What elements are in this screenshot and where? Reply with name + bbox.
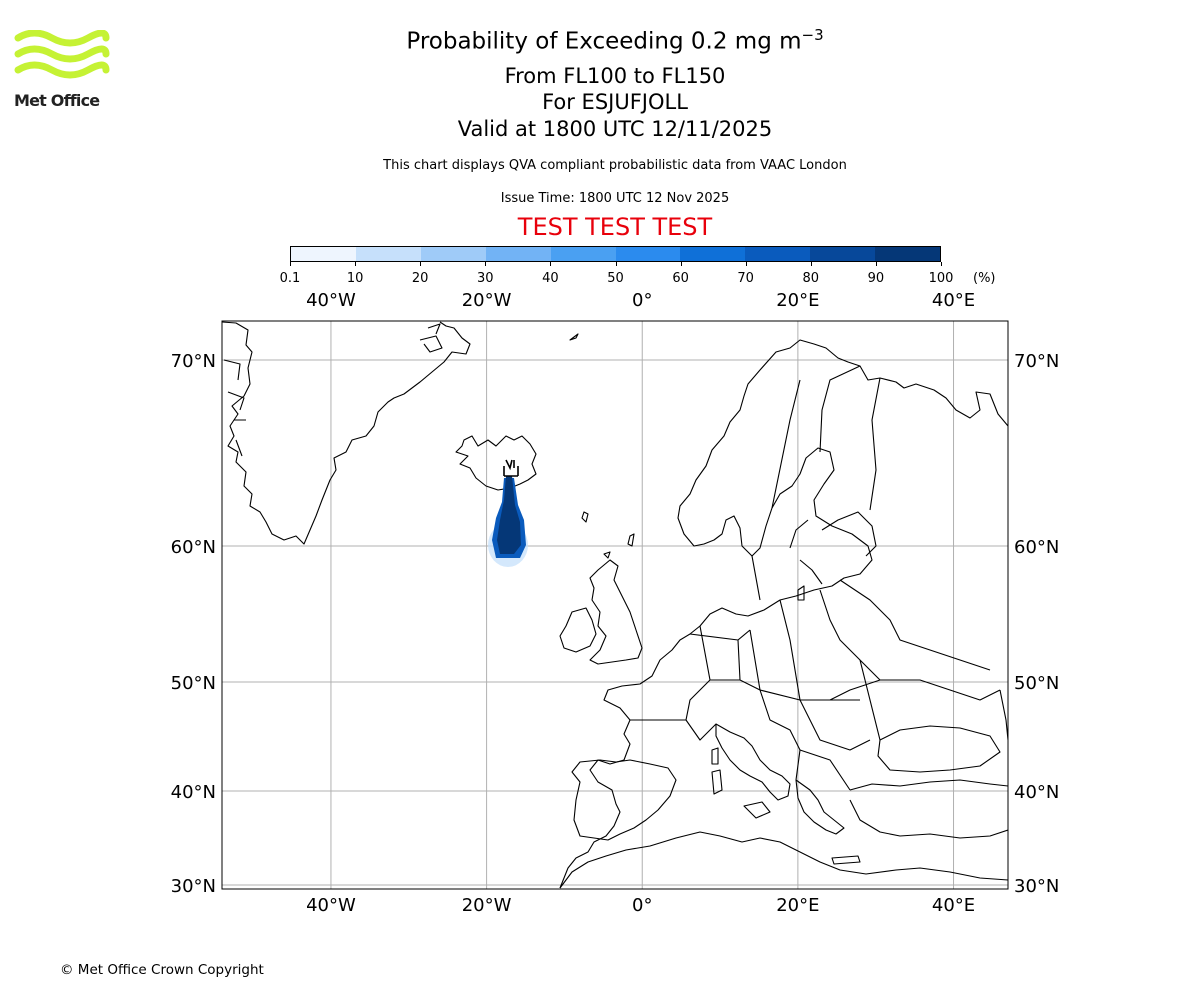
colorbar-tick-mark [355,262,357,266]
colorbar-tick-label: 70 [737,271,754,286]
jan-mayen [569,333,579,341]
colorbar-tick-label: 20 [411,271,429,286]
colorbar-tick-label: 100 [928,271,954,286]
latitude-label: 30°N [1014,876,1059,897]
met-office-logo-icon [14,30,110,79]
colorbar-tick-label: 80 [802,271,820,286]
faroe-islands [581,511,589,523]
longitude-label: 40°E [932,895,975,916]
latitude-label: 30°N [171,876,216,897]
longitude-label: 0° [632,895,652,916]
iberia-coast [571,759,677,841]
colorbar-segment [680,247,746,261]
colorbar-segment [745,247,811,261]
issue-time: Issue Time: 1800 UTC 12 Nov 2025 [500,191,730,206]
greenland-coast [222,321,471,545]
logo-text: Met Office [14,91,100,110]
gotland [797,585,805,601]
iceland-coast [455,435,537,491]
north-africa-coast [559,831,1008,889]
colorbar-tick-mark [875,262,877,266]
chart-title: Probability of Exceeding 0.2 mg m−3 [0,26,1200,55]
coastlines [222,321,1008,889]
shetland-islands [627,533,635,547]
caspian-edge [999,689,1008,741]
latitude-label: 50°N [1014,673,1059,694]
orkney [603,551,611,559]
ash-plume [488,459,528,567]
longitude-label: 40°E [932,290,975,311]
colorbar-tick-mark [680,262,682,266]
longitude-label: 20°E [776,290,819,311]
volcano-name: For ESJUFJOLL [542,90,688,114]
great-britain-coast [589,559,643,665]
colorbar-tick-mark [745,262,747,266]
colorbar-tick-label: 30 [477,271,494,286]
copyright-text: © Met Office Crown Copyright [60,962,264,978]
colorbar-tick-mark [290,262,291,266]
colorbar-segment [291,247,356,261]
colorbar-tick-mark [420,262,422,266]
sardinia [711,769,723,795]
test-banner: TEST TEST TEST [517,213,713,241]
colorbar-tick-mark [941,262,942,266]
longitude-label: 20°W [462,895,512,916]
italy-coast [715,723,791,801]
latitude-label: 40°N [1014,782,1059,803]
map-frame [221,320,1009,890]
colorbar [290,246,941,262]
valid-time: Valid at 1800 UTC 12/11/2025 [457,117,773,141]
volcano-marker-icon [503,459,519,477]
latitude-label: 70°N [171,351,216,372]
black-sea [877,725,1001,773]
chart-description: This chart displays QVA compliant probab… [383,158,847,173]
longitude-label: 20°W [462,290,512,311]
colorbar-tick-mark [485,262,487,266]
colorbar-tick-label: 40 [542,271,559,286]
turkey-coast [849,779,1008,839]
flight-levels: From FL100 to FL150 [504,64,726,88]
title-exponent: −3 [801,26,824,44]
colorbar-tick-mark [550,262,552,266]
baltic-coast [789,511,877,585]
greenland-fjords [223,323,443,457]
colorbar-segment [810,247,876,261]
colorbar-segment [550,247,616,261]
plume-core [497,476,521,554]
colorbar-tick-mark [810,262,812,266]
ireland-coast [559,607,597,653]
colorbar-segment [485,247,551,261]
longitude-label: 20°E [776,895,819,916]
colorbar-segment [875,247,941,261]
longitude-label: 40°W [306,290,356,311]
colorbar-segment [420,247,486,261]
colorbar-segment [355,247,421,261]
latitude-label: 70°N [1014,351,1059,372]
colorbar-segment [615,247,681,261]
greece-coast [795,779,845,835]
longitude-label: 40°W [306,895,356,916]
title-main: Probability of Exceeding 0.2 mg m [406,28,802,55]
colorbar-tick-label: 50 [607,271,624,286]
colorbar-tick-label: 60 [672,271,689,286]
latitude-label: 40°N [171,782,216,803]
gridlines [222,321,1008,889]
axis-labels: 40°W 40°W 20°W 20°W 0° 0° 20°E 20°E 40°E 40°E 70°N… [171,290,1060,916]
country-borders [630,365,1001,791]
colorbar-tick-label: 90 [867,271,885,286]
europe-coast [559,339,1008,889]
latitude-label: 60°N [1014,537,1059,558]
sicily [743,801,771,819]
longitude-label: 0° [632,290,652,311]
colorbar-tick-mark [615,262,617,266]
colorbar-tick-label: 0.1 [279,271,301,286]
colorbar-unit: (%) [973,271,996,286]
colorbar-tick-label: 10 [346,271,364,286]
latitude-label: 60°N [171,537,216,558]
corsica [711,747,719,765]
crete [831,855,861,865]
latitude-label: 50°N [171,673,216,694]
